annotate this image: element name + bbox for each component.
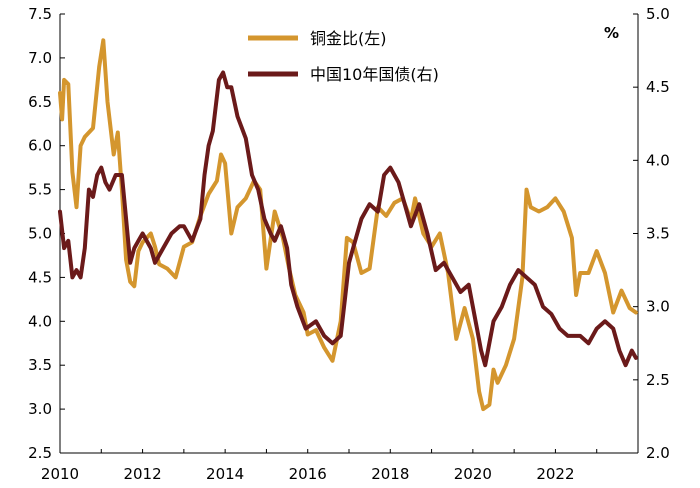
x-tick-label: 2012	[123, 465, 161, 483]
right-tick-label: 4.5	[646, 78, 670, 96]
right-tick-label: 3.0	[646, 298, 670, 316]
left-tick-label: 7.5	[28, 5, 52, 23]
x-tick-label: 2020	[454, 465, 492, 483]
left-tick-label: 4.5	[28, 268, 52, 286]
series-layer	[58, 38, 638, 412]
left-tick-label: 6.0	[28, 137, 52, 155]
left-tick-label: 2.5	[28, 444, 52, 462]
right-axis-ticks: 2.0 2.5 3.0 3.5 4.0 4.5 5.0	[633, 5, 670, 462]
legend: 铜金比(左) 中国10年国债(右)	[248, 29, 439, 84]
x-tick-label: 2022	[536, 465, 574, 483]
unit-label: %	[604, 24, 619, 42]
x-tick-label: 2010	[41, 465, 79, 483]
x-tick-label: 2014	[206, 465, 244, 483]
left-tick-label: 3.5	[28, 356, 52, 374]
legend-label-cn10y: 中国10年国债(右)	[310, 65, 439, 84]
series-line-china-10y-bond	[58, 70, 638, 368]
x-tick-label: 2016	[289, 465, 327, 483]
left-axis-ticks: 2.5 3.0 3.5 4.0 4.5 5.0 5.5 6.0 6.5 7.0 7.5	[28, 5, 65, 462]
left-tick-label: 5.5	[28, 181, 52, 199]
right-tick-label: 4.0	[646, 151, 670, 169]
left-tick-label: 4.0	[28, 312, 52, 330]
left-tick-label: 5.0	[28, 225, 52, 243]
right-tick-label: 3.5	[646, 225, 670, 243]
x-axis-ticks: 2010 2012 2014 2016 2018 2020 2022	[41, 449, 639, 483]
series-line-copper-gold-ratio	[58, 38, 638, 412]
right-tick-label: 2.5	[646, 371, 670, 389]
left-tick-label: 6.5	[28, 93, 52, 111]
left-tick-label: 7.0	[28, 49, 52, 67]
legend-label-copper-gold: 铜金比(左)	[310, 29, 387, 48]
x-tick-label: 2018	[371, 465, 409, 483]
right-tick-label: 2.0	[646, 444, 670, 462]
right-tick-label: 5.0	[646, 5, 670, 23]
left-tick-label: 3.0	[28, 400, 52, 418]
